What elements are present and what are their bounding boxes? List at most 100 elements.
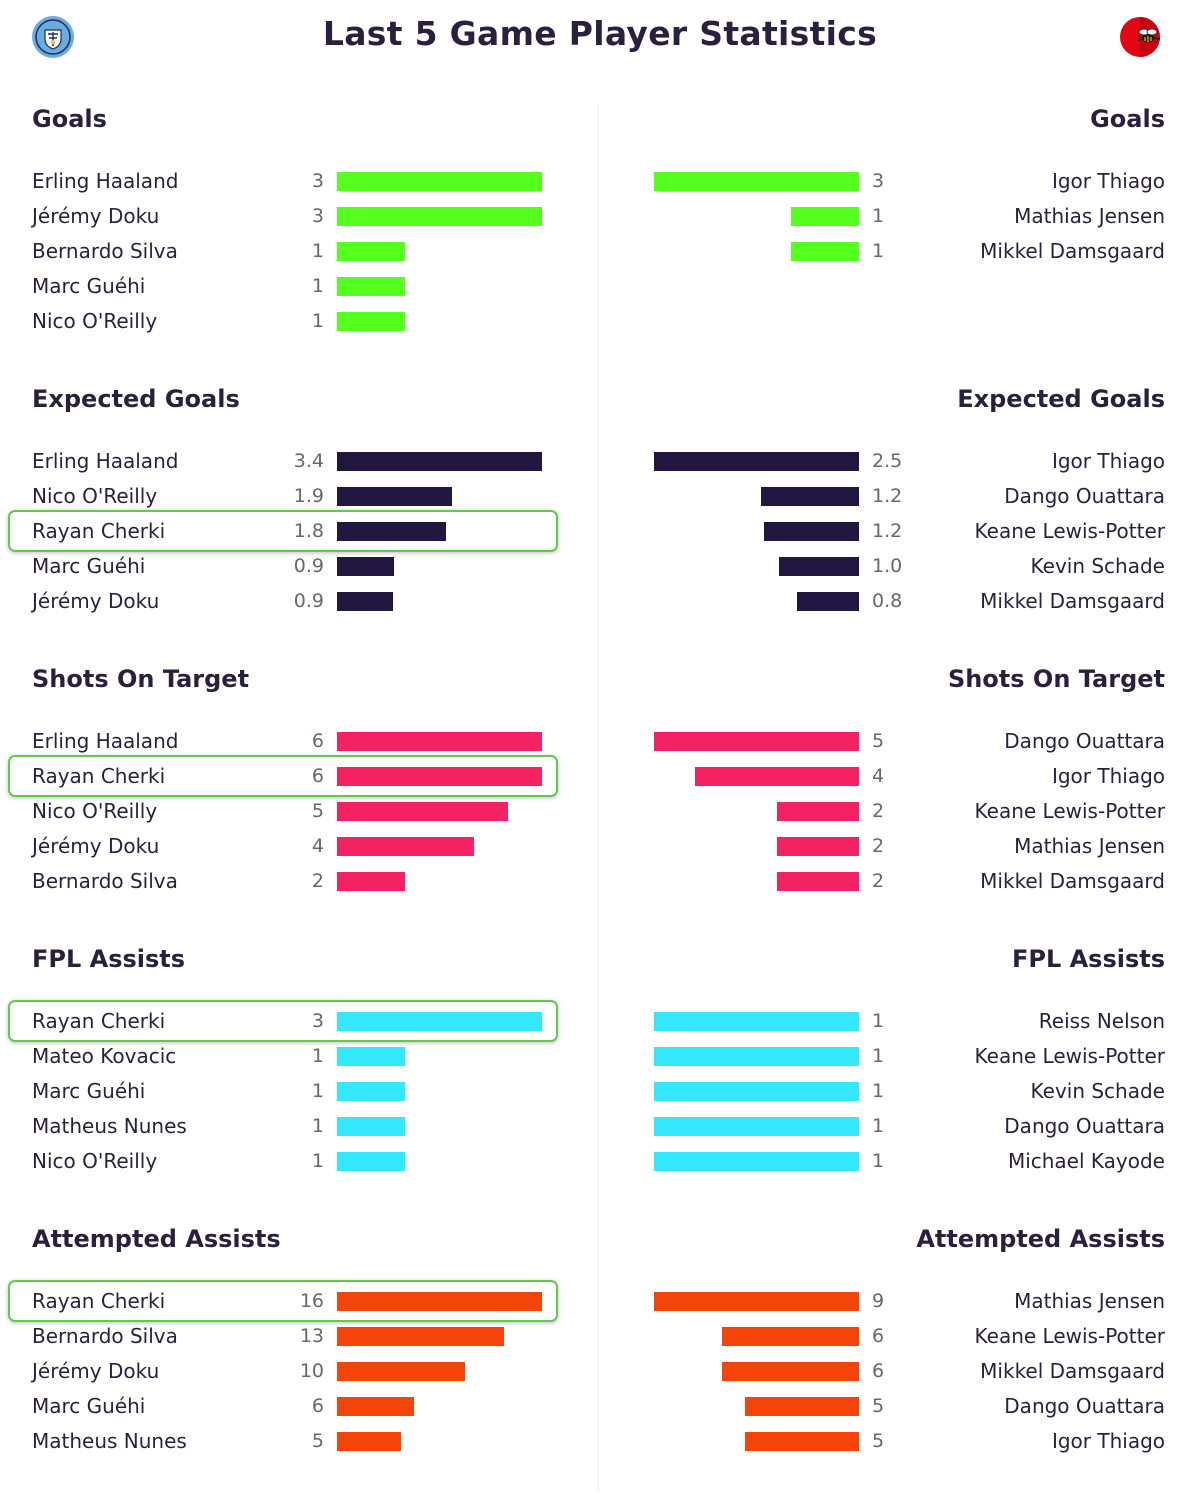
stat-value-label: 1 [311, 1150, 324, 1172]
stat-value-label: 1.8 [293, 520, 324, 542]
player-name: Jérémy Doku [32, 1359, 160, 1383]
player-name: Rayan Cherki [32, 519, 166, 543]
away-shots-on-target-chart: Shots On Target Dango Ouattara 5 Igor Thiag… [600, 665, 1200, 945]
player-name: Nico O'Reilly [32, 309, 158, 333]
player-row: Igor Thiago 3 [600, 166, 1200, 196]
stat-bar [777, 837, 859, 856]
player-name: Mathias Jensen [1014, 834, 1165, 858]
stat-bar [654, 172, 859, 191]
stat-bar [337, 1117, 405, 1136]
stat-value-label: 1 [872, 1010, 885, 1032]
stat-value-label: 3 [311, 1010, 324, 1032]
player-name: Keane Lewis-Potter [974, 1324, 1165, 1348]
stat-bar [337, 732, 542, 751]
stat-bar [337, 1047, 405, 1066]
stat-value-label: 1 [311, 240, 324, 262]
stat-bar [337, 767, 542, 786]
player-row: Michael Kayode 1 [600, 1146, 1200, 1176]
home-shots-on-target-chart: Shots On Target Erling Haaland 6 Rayan Cher… [0, 665, 600, 945]
player-name: Marc Guéhi [32, 1394, 146, 1418]
stat-value-label: 6 [311, 765, 324, 787]
player-name: Dango Ouattara [1004, 1114, 1165, 1138]
stat-title: FPL Assists [1011, 945, 1165, 973]
player-name: Michael Kayode [1007, 1149, 1165, 1173]
player-row: Igor Thiago 2.5 [600, 446, 1200, 476]
center-divider [598, 104, 599, 1490]
stat-title: Shots On Target [32, 665, 250, 693]
stat-value-label: 2 [872, 870, 885, 892]
player-name: Kevin Schade [1030, 1079, 1165, 1103]
player-name: Mikkel Damsgaard [980, 869, 1165, 893]
stat-title: Expected Goals [32, 385, 240, 413]
player-name: Marc Guéhi [32, 274, 146, 298]
player-row: Igor Thiago 4 [600, 761, 1200, 791]
stat-bar [337, 452, 542, 471]
stat-value-label: 1 [872, 1080, 885, 1102]
stat-bar [777, 802, 859, 821]
stat-bar [722, 1362, 859, 1381]
player-name: Keane Lewis-Potter [974, 519, 1165, 543]
home-expected-goals-chart: Expected Goals Erling Haaland 3.4 Nico O'Re… [0, 385, 600, 665]
stat-value-label: 0.8 [872, 590, 903, 612]
stat-bar [695, 767, 859, 786]
stat-value-label: 1.2 [872, 520, 903, 542]
player-row: Nico O'Reilly 1 [0, 1146, 600, 1176]
stat-value-label: 3 [872, 170, 885, 192]
highlight-box [8, 1280, 558, 1322]
stat-title: Shots On Target [947, 665, 1165, 693]
player-name: Bernardo Silva [32, 239, 178, 263]
player-row: Nico O'Reilly 1.9 [0, 481, 600, 511]
stat-value-label: 3.4 [293, 450, 324, 472]
stat-bar [337, 802, 508, 821]
player-row: Erling Haaland 6 [0, 726, 600, 756]
stat-value-label: 4 [872, 765, 885, 787]
player-row: Jérémy Doku 4 [0, 831, 600, 861]
player-name: Nico O'Reilly [32, 1149, 158, 1173]
manchester-city-crest-icon [31, 15, 75, 59]
stat-value-label: 1.0 [872, 555, 903, 577]
player-row: Jérémy Doku 3 [0, 201, 600, 231]
player-row: Mikkel Damsgaard 2 [600, 866, 1200, 896]
stat-title: Goals [32, 105, 107, 133]
stat-value-label: 6 [311, 1395, 324, 1417]
player-row: Bernardo Silva 2 [0, 866, 600, 896]
stat-title: Expected Goals [957, 385, 1165, 413]
player-row: Matheus Nunes 5 [0, 1426, 600, 1456]
home-goals-chart: Goals Erling Haaland 3 Jérémy Doku 3 Bernardo… [0, 105, 600, 385]
player-name: Rayan Cherki [32, 1289, 166, 1313]
player-name: Erling Haaland [32, 169, 179, 193]
player-row: Mikkel Damsgaard 0.8 [600, 586, 1200, 616]
stat-value-label: 3 [311, 205, 324, 227]
player-row: Keane Lewis-Potter 6 [600, 1321, 1200, 1351]
stat-value-label: 13 [299, 1325, 324, 1347]
stat-value-label: 1 [311, 1045, 324, 1067]
player-row: Marc Guéhi 1 [0, 271, 600, 301]
stat-value-label: 1.2 [872, 485, 903, 507]
stat-bar [745, 1397, 859, 1416]
player-name: Igor Thiago [1051, 764, 1165, 788]
stat-title: Attempted Assists [916, 1225, 1165, 1253]
stat-value-label: 1 [872, 240, 885, 262]
stat-value-label: 6 [311, 730, 324, 752]
player-name: Bernardo Silva [32, 1324, 178, 1348]
player-row: Mathias Jensen 2 [600, 831, 1200, 861]
player-name: Jérémy Doku [32, 589, 160, 613]
player-row: Dango Ouattara 1.2 [600, 481, 1200, 511]
stat-bar [761, 487, 859, 506]
player-row: Nico O'Reilly 1 [0, 306, 600, 336]
stat-bar [337, 1082, 405, 1101]
player-row: Marc Guéhi 6 [0, 1391, 600, 1421]
stat-value-label: 1 [311, 275, 324, 297]
stat-value-label: 1 [872, 205, 885, 227]
stat-bar [764, 522, 859, 541]
stat-bar [337, 487, 452, 506]
stat-bar [337, 592, 393, 611]
stat-value-label: 5 [311, 800, 324, 822]
away-attempted-assists-chart: Attempted Assists Mathias Jensen 9 Keane Le… [600, 1225, 1200, 1505]
player-name: Mikkel Damsgaard [980, 589, 1165, 613]
stat-bar [654, 1292, 859, 1311]
player-name: Rayan Cherki [32, 1009, 166, 1033]
highlight-box [8, 755, 558, 797]
player-row: Keane Lewis-Potter 1 [600, 1041, 1200, 1071]
